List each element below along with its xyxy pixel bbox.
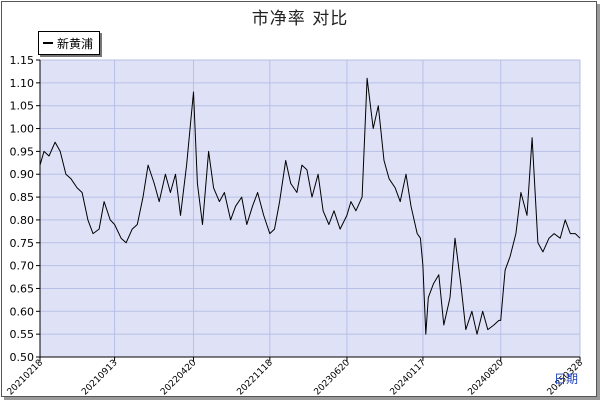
x-tick-label: 20240117: [389, 358, 428, 397]
y-axis-ticks: 1.15 1.10 1.05 1.00 0.95 0.90 0.85 0.80 0.75 0.70…: [10, 54, 40, 364]
y-tick-label: 0.90: [10, 168, 35, 181]
y-tick-label: 0.60: [10, 305, 35, 318]
frame-shadow-bottom: [4, 397, 600, 400]
y-tick-label: 0.85: [10, 191, 35, 204]
series-line: [39, 77, 581, 335]
frame-shadow-right: [597, 4, 600, 400]
y-tick-label: 0.80: [10, 214, 35, 227]
y-tick-label: 1.00: [10, 123, 35, 136]
chart-title: 市净率 对比: [251, 9, 349, 29]
y-tick-label: 0.75: [10, 237, 35, 250]
y-tick-label: 1.10: [10, 77, 35, 90]
y-tick-label: 0.95: [10, 145, 35, 158]
y-tick-label: 0.55: [10, 328, 35, 341]
x-tick-label: 20240820: [466, 358, 506, 398]
plot-area: [40, 60, 580, 357]
grid-lines: [39, 59, 581, 358]
y-tick-label: 1.05: [10, 100, 35, 113]
x-tick-label: 20210913: [80, 358, 119, 397]
x-axis-label: 日期: [554, 372, 578, 386]
legend-label: 新黄浦: [57, 36, 94, 51]
x-axis-ticks: 20210218 20210913 20220420 20221118 20230620…: [6, 357, 585, 398]
series-lines: [39, 77, 581, 335]
y-tick-label: 0.70: [10, 260, 35, 273]
legend: 新黄浦: [38, 31, 101, 55]
y-tick-label: 1.15: [10, 54, 35, 67]
x-tick-label: 20221118: [235, 358, 275, 398]
y-tick-label: 0.50: [10, 351, 35, 364]
legend-swatch: [43, 42, 53, 44]
x-tick-label: 20220420: [159, 358, 199, 398]
y-tick-label: 0.65: [10, 282, 35, 295]
x-tick-label: 20230620: [313, 358, 353, 398]
